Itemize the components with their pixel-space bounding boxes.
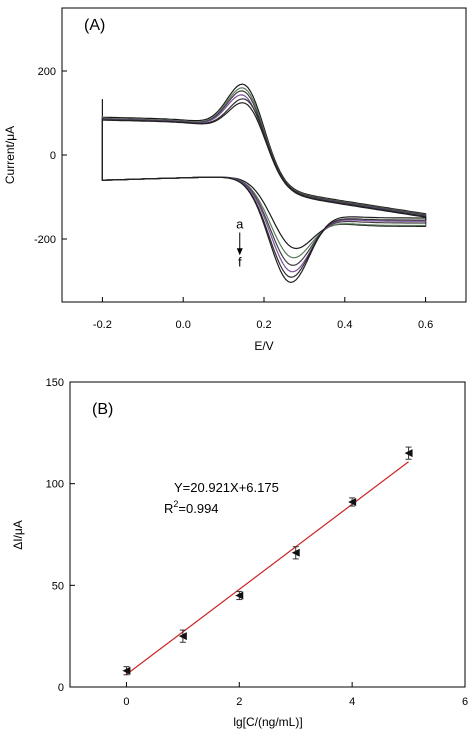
panel-a-x-tick-label: -0.2 [93, 319, 112, 331]
cv-curve [101, 87, 427, 259]
cv-curve [101, 102, 427, 284]
annotation-start-label: a [236, 217, 244, 232]
data-point [178, 632, 187, 641]
panel-b-frame [69, 381, 466, 688]
fit-line [126, 461, 409, 675]
panel-b-y-tick-label: 150 [46, 377, 64, 389]
panel-b-y-tick-label: 0 [58, 682, 64, 694]
data-point [122, 666, 131, 675]
panel-b-y-axis-title: ΔI/μA [11, 520, 25, 550]
panel-a-y-tick-label: 200 [38, 66, 56, 78]
panel-a-x-axis-title: E/V [254, 339, 273, 353]
r-squared-label: R2=0.994 [164, 499, 219, 516]
panel-a-y-tick-label: 0 [50, 150, 56, 162]
panel-a-x-tick-label: 0.2 [256, 319, 271, 331]
panel-a-y-tick-label: -200 [34, 234, 56, 246]
panel-a-frame [61, 7, 467, 303]
r-squared-superscript: 2 [173, 499, 178, 509]
data-point [404, 449, 413, 458]
cv-curve [101, 98, 427, 278]
annotation-arrow-head [236, 248, 243, 256]
panel-a-x-tick-label: 0.6 [418, 319, 433, 331]
panel-b-x-tick-label: 0 [123, 696, 129, 708]
annotation-end-label: f [238, 254, 242, 269]
panel-b-label: (B) [92, 401, 113, 418]
data-point [291, 548, 300, 557]
panel-b-ticks: 0 2 4 6 0 50 100 150 [46, 377, 468, 708]
data-point [235, 591, 244, 600]
data-point [348, 497, 357, 506]
r-squared-prefix: R [164, 501, 173, 516]
panel-b-y-tick-label: 100 [46, 479, 64, 491]
panel-b-fit-line [126, 461, 409, 675]
panel-a-ticks: -0.2 0.0 0.2 0.4 0.6 -200 0 200 [34, 66, 433, 331]
panel-b-x-tick-label: 4 [349, 696, 355, 708]
panel-a-annotation: af [236, 217, 244, 270]
panel-b-x-axis-title: lg[C/(ng/mL)] [233, 715, 302, 729]
r-squared-value: =0.994 [178, 501, 218, 516]
panel-a-x-tick-label: 0.0 [176, 319, 191, 331]
panel-a-y-axis-title: Current/μA [3, 126, 17, 184]
panel-a-curves [101, 83, 427, 284]
panel-b-x-tick-label: 6 [462, 696, 468, 708]
panel-b-x-tick-label: 2 [236, 696, 242, 708]
cv-curve [101, 90, 427, 267]
panel-a-x-tick-label: 0.4 [337, 319, 352, 331]
panel-b-points [122, 446, 413, 676]
panel-a-label: (A) [84, 17, 105, 34]
panel-b-y-tick-label: 50 [52, 580, 64, 592]
fit-equation: Y=20.921X+6.175 [174, 480, 279, 495]
